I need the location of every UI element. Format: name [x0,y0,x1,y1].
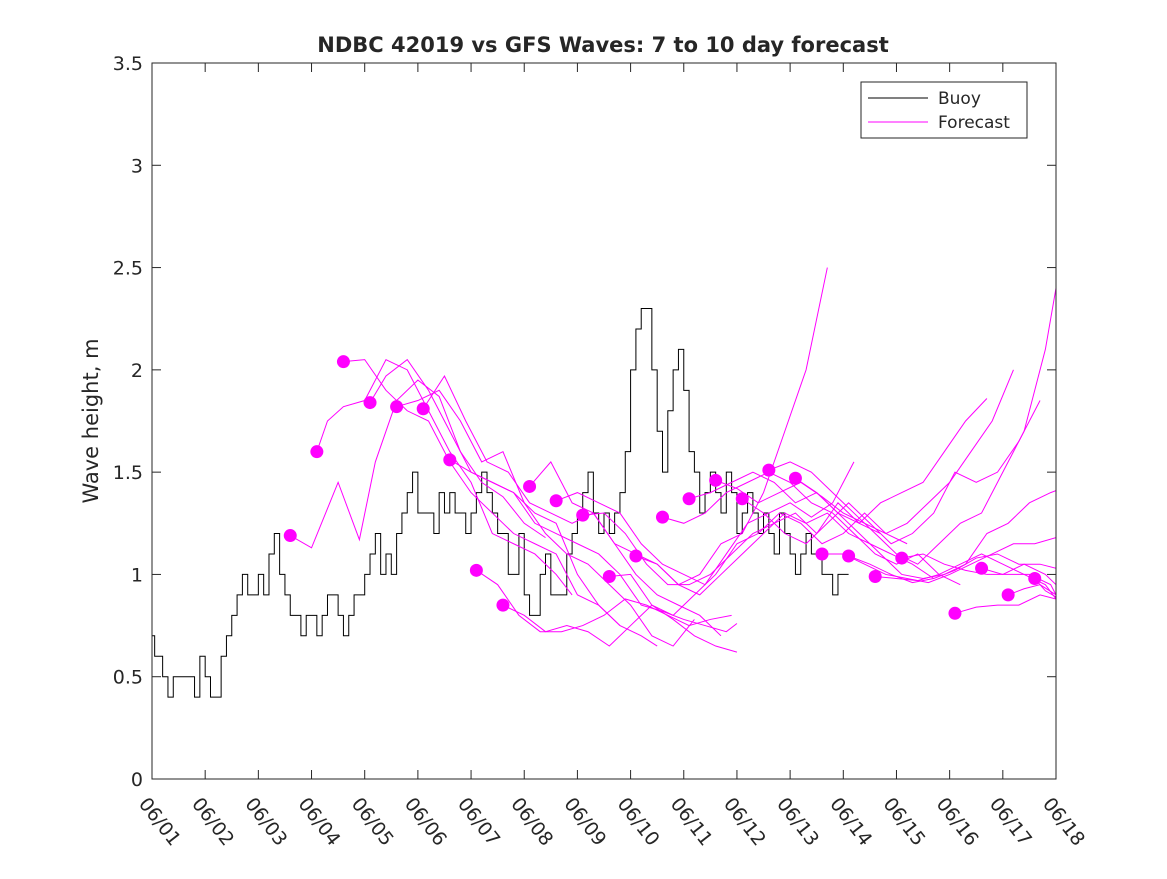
legend-forecast-label: Forecast [938,113,1010,133]
legend: Buoy Forecast [860,81,1028,139]
buoy-series-line [152,307,849,698]
forecast-line-21 [822,537,1056,584]
forecast-start-marker-1 [283,529,297,543]
forecast-line-2 [316,358,573,596]
y-tick-label: 1.5 [113,462,143,484]
forecast-line-14 [635,512,934,596]
forecast-start-marker-20 [788,471,802,485]
y-tick-label: 2.5 [113,258,143,280]
forecast-start-marker-5 [390,400,404,414]
forecast-line-19 [768,287,1056,565]
y-tick-label: 3 [131,155,143,177]
y-tick-label: 3.5 [113,53,143,75]
forecast-line-3 [343,359,621,626]
y-tick-label: 0.5 [113,667,143,689]
forecast-line-8 [476,569,732,633]
legend-buoy-label: Buoy [938,89,981,109]
legend-box [860,81,1028,139]
forecast-start-marker-19 [762,463,776,477]
forecast-line-25 [954,594,1056,614]
forecast-start-marker-13 [602,569,616,583]
forecast-start-marker-24 [895,551,909,565]
forecast-line-24 [901,553,1056,596]
forecast-start-marker-25 [948,606,962,620]
forecast-start-marker-16 [682,492,696,506]
forecast-line-1 [290,379,546,549]
forecast-line-22 [848,553,1056,584]
forecast-start-marker-14 [629,549,643,563]
forecast-start-marker-23 [868,569,882,583]
forecast-start-marker-8 [469,563,483,577]
forecast-start-marker-6 [416,402,430,416]
forecast-start-marker-18 [735,492,749,506]
forecast-start-marker-21 [815,547,829,561]
forecast-start-marker-22 [842,549,856,563]
forecast-start-marker-17 [709,473,723,487]
y-tick-label: 2 [131,360,143,382]
forecast-start-marker-10 [523,479,537,493]
chart-title: NDBC 42019 vs GFS Waves: 7 to 10 day for… [317,33,888,57]
forecast-line-6 [422,374,722,637]
forecast-line-18 [741,400,1041,545]
forecast-start-marker-28 [1028,572,1042,586]
forecast-start-marker-11 [549,494,563,508]
forecast-line-15 [662,471,961,586]
forecast-start-marker-26 [975,561,989,575]
y-tick-label: 1 [131,564,143,586]
forecast-start-marker-12 [576,508,590,522]
forecast-start-marker-2 [310,445,324,459]
y-axis-label: Wave height, m [79,338,103,503]
forecast-start-marker-27 [1001,588,1015,602]
forecast-start-marker-4 [363,396,377,410]
plot-frame [151,62,1057,780]
forecast-line-12 [582,502,881,586]
forecast-line-26 [981,563,1056,586]
forecast-line-5 [396,389,695,647]
forecast-start-marker-15 [655,510,669,524]
y-tick-label: 0 [131,769,143,791]
forecast-start-marker-3 [336,355,350,369]
forecast-line-27 [1007,584,1056,596]
forecast-start-marker-7 [443,453,457,467]
plot-area [152,267,1056,698]
forecast-line-9 [502,604,738,653]
forecast-start-marker-9 [496,598,510,612]
